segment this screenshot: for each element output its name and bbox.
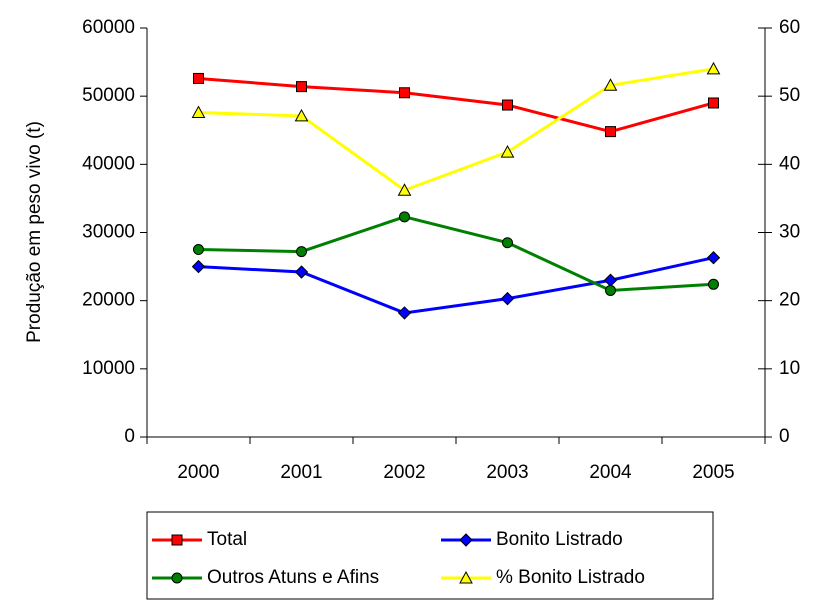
marker: [399, 87, 410, 99]
legend-label: Bonito Listrado: [496, 529, 623, 550]
y-axis-label: Produção em peso vivo (t): [24, 121, 45, 343]
series-line: [198, 256, 714, 315]
x-tick-label: 2005: [692, 462, 734, 483]
y-tick-label: 0: [124, 426, 135, 447]
marker: [603, 78, 618, 91]
marker: [500, 291, 515, 306]
legend-marker: [171, 572, 183, 584]
y2-tick-label: 40: [779, 153, 800, 174]
series-line: [198, 76, 714, 134]
legend-box: [146, 511, 714, 600]
y-tick-label: 30000: [82, 222, 135, 243]
marker: [296, 246, 307, 258]
y-tick-label: 40000: [82, 153, 135, 174]
y2-tick-label: 30: [779, 222, 800, 243]
marker: [296, 81, 307, 93]
marker: [397, 306, 412, 320]
marker: [294, 108, 309, 122]
x-tick-label: 2001: [280, 462, 322, 483]
marker: [603, 273, 618, 287]
marker: [191, 259, 206, 274]
marker: [605, 284, 616, 296]
legend-marker: [459, 570, 473, 584]
series-line: [198, 67, 714, 192]
marker: [706, 251, 721, 265]
x-tick-label: 2004: [589, 462, 632, 483]
marker: [193, 244, 204, 256]
marker: [708, 97, 719, 109]
marker: [706, 61, 721, 75]
marker: [605, 126, 616, 138]
legend-label: Total: [207, 529, 247, 550]
x-tick-label: 2000: [177, 462, 219, 483]
legend-label: % Bonito Listrado: [496, 567, 645, 588]
series-line: [198, 215, 714, 292]
y2-tick-label: 10: [779, 358, 800, 379]
marker: [193, 72, 204, 84]
legend-marker: [171, 534, 183, 546]
x-tick-label: 2002: [383, 462, 425, 483]
y2-tick-label: 60: [779, 17, 800, 38]
marker: [294, 265, 309, 279]
x-tick-label: 2003: [486, 462, 528, 483]
marker: [399, 211, 410, 223]
y-tick-label: 10000: [82, 358, 135, 379]
y2-tick-label: 20: [779, 290, 800, 311]
marker: [708, 278, 719, 290]
y-tick-label: 60000: [82, 17, 135, 38]
y-tick-label: 50000: [82, 85, 135, 106]
marker: [502, 237, 513, 249]
marker: [191, 105, 206, 119]
y-tick-label: 20000: [82, 290, 135, 311]
marker: [502, 99, 513, 111]
marker: [397, 183, 412, 196]
legend-label: Outros Atuns e Afins: [207, 567, 379, 588]
legend-marker: [459, 533, 473, 547]
y2-tick-label: 50: [779, 85, 800, 106]
marker: [500, 145, 515, 158]
y2-tick-label: 0: [779, 426, 790, 447]
